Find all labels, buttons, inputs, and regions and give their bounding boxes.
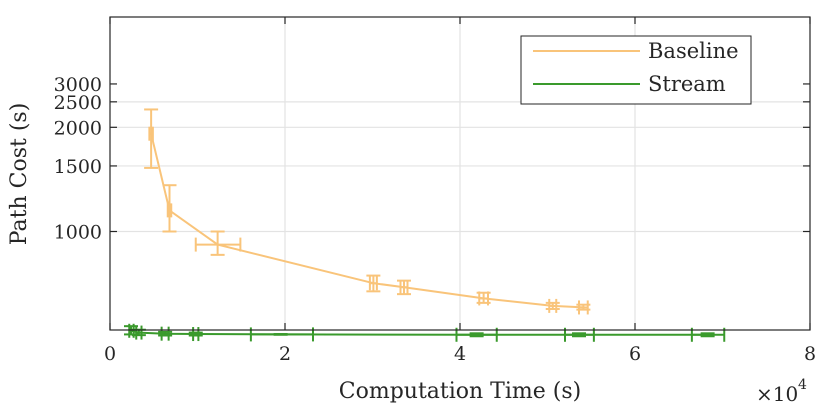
errorbar-stream <box>188 327 203 342</box>
x-tick-label: 4 <box>454 343 466 365</box>
legend-label-baseline: Baseline <box>648 39 739 63</box>
errorbar-baseline <box>576 300 591 315</box>
y-tick-label: 1500 <box>54 156 102 178</box>
errorbar-baseline <box>545 298 560 313</box>
errorbar-baseline <box>144 108 159 169</box>
x-axis-label: Computation Time (s) <box>339 379 581 404</box>
series-layer <box>124 108 726 342</box>
x-tick-label: 2 <box>279 343 291 365</box>
y-tick-label: 1000 <box>54 222 102 244</box>
legend: Baseline Stream <box>520 35 752 105</box>
errorbar-baseline <box>194 230 242 256</box>
y-axis-label: Path Cost (s) <box>7 103 32 246</box>
errorbar-stream <box>158 326 173 341</box>
tick-marks <box>109 17 811 330</box>
series-baseline <box>144 108 591 315</box>
errorbar-baseline <box>162 184 177 233</box>
series-stream <box>124 323 726 342</box>
x-multiplier-exponent: 4 <box>798 377 807 393</box>
legend-label-stream: Stream <box>648 72 726 96</box>
x-multiplier-base: ×10 <box>756 382 798 406</box>
y-tick-label: 2500 <box>54 92 102 114</box>
x-tick-labels: 0 2 4 6 8 <box>104 343 816 365</box>
x-tick-label: 8 <box>804 343 816 365</box>
y-tick-label: 2000 <box>54 117 102 139</box>
errorbar-baseline <box>397 279 411 296</box>
errorbar-baseline <box>476 291 491 306</box>
x-tick-label: 0 <box>104 343 116 365</box>
series-line-stream <box>130 329 708 336</box>
legend-box <box>520 35 752 105</box>
x-multiplier: ×10 4 <box>756 377 807 406</box>
y-tick-label: 3000 <box>54 74 102 96</box>
series-line-baseline <box>150 133 584 309</box>
errorbar-baseline <box>366 274 381 293</box>
x-tick-label: 6 <box>629 343 641 365</box>
